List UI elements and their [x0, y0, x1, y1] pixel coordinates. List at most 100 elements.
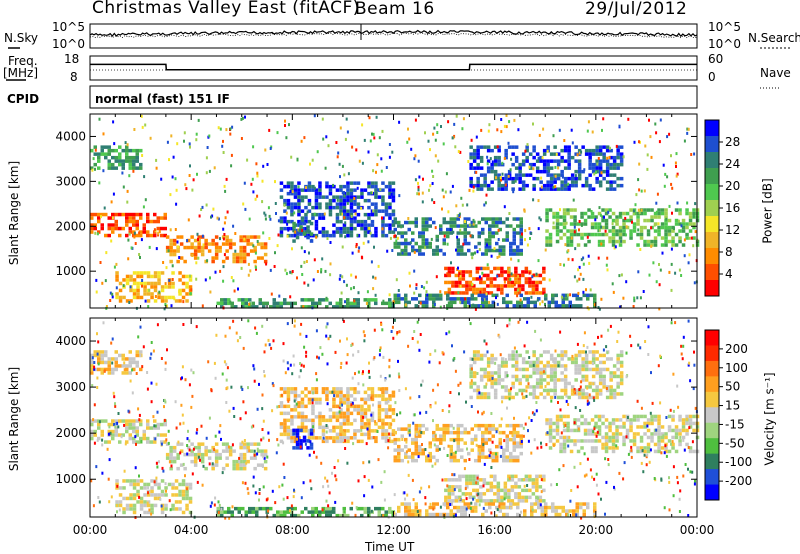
power-cell	[339, 198, 343, 203]
velocity-cell	[172, 459, 177, 464]
power-cell	[511, 152, 515, 156]
velocity-cell	[342, 415, 347, 419]
velocity-cell	[498, 437, 502, 442]
power-cell	[135, 148, 139, 153]
power-speckle	[654, 122, 657, 126]
velocity-cell	[165, 442, 170, 446]
power-cell	[314, 198, 319, 203]
power-cell	[572, 293, 576, 298]
velocity-cell	[531, 481, 536, 486]
velocity-cell	[488, 427, 492, 431]
power-cell	[239, 235, 243, 239]
velocity-speckle	[586, 399, 589, 403]
power-cell	[93, 152, 97, 156]
velocity-cell	[498, 509, 502, 513]
velocity-cell	[451, 492, 455, 496]
velocity-cell	[540, 509, 544, 513]
velocity-cell	[479, 392, 484, 396]
velocity-cell	[636, 446, 640, 450]
power-cell	[519, 224, 523, 228]
power-cell	[609, 162, 613, 167]
power-cell	[484, 245, 488, 249]
velocity-cell	[311, 510, 315, 514]
power-cell	[483, 180, 487, 184]
power-cell	[400, 297, 404, 301]
power-cell	[509, 245, 513, 249]
power-cell	[335, 205, 340, 210]
velocity-cell	[128, 436, 132, 441]
velocity-speckle	[523, 478, 526, 481]
power-speckle	[312, 278, 315, 282]
velocity-cell	[498, 423, 502, 428]
power-speckle	[480, 305, 483, 308]
power-cell	[551, 297, 555, 301]
power-speckle	[350, 287, 353, 291]
power-cell	[115, 295, 119, 300]
velocity-cell	[650, 439, 654, 443]
power-cell	[460, 248, 464, 253]
power-speckle	[555, 152, 558, 156]
velocity-cell	[507, 499, 511, 503]
power-speckle	[418, 192, 420, 196]
power-cell	[489, 284, 494, 288]
velocity-speckle	[184, 474, 186, 478]
power-cell	[214, 252, 219, 257]
velocity-cell	[295, 439, 300, 443]
velocity-cell	[404, 437, 408, 442]
velocity-cell	[604, 432, 609, 436]
power-cell	[484, 300, 488, 305]
power-cell	[185, 274, 189, 279]
power-speckle	[111, 216, 114, 220]
velocity-cell	[381, 506, 385, 511]
velocity-cell	[524, 488, 529, 493]
power-cell	[556, 176, 561, 181]
power-cell	[128, 162, 132, 167]
velocity-cell	[530, 505, 534, 510]
velocity-speckle	[564, 424, 567, 427]
power-cell	[595, 159, 599, 163]
velocity-cell	[563, 388, 568, 393]
velocity-cell	[178, 507, 182, 511]
velocity-cell	[510, 474, 515, 479]
velocity-cell	[562, 428, 567, 433]
velocity-cell	[181, 493, 186, 497]
velocity-cell	[483, 385, 487, 389]
velocity-cell	[488, 423, 492, 428]
power-speckle	[486, 155, 489, 159]
power-cell	[248, 305, 252, 309]
power-speckle	[289, 270, 292, 274]
velocity-cell	[447, 495, 452, 500]
velocity-cell	[207, 449, 212, 453]
power-cell	[479, 159, 484, 163]
power-cell	[612, 180, 617, 184]
velocity-speckle	[429, 502, 432, 506]
power-cell	[588, 155, 592, 160]
velocity-speckle	[256, 407, 259, 411]
velocity-cell	[283, 432, 287, 437]
power-cell	[425, 238, 429, 242]
power-cell	[97, 216, 101, 220]
velocity-cell	[435, 448, 439, 452]
power-cell	[356, 212, 361, 217]
power-cell	[97, 155, 101, 160]
power-speckle	[201, 304, 204, 308]
velocity-cell	[619, 392, 624, 396]
velocity-cell	[286, 404, 291, 409]
velocity-cell	[519, 444, 523, 449]
power-cell	[374, 202, 378, 206]
velocity-cell	[111, 422, 115, 427]
power-cell	[139, 295, 144, 300]
power-cell	[404, 231, 408, 235]
power-cell	[468, 270, 473, 274]
power-cell	[111, 212, 115, 217]
power-cell	[601, 218, 605, 223]
power-cell	[477, 293, 481, 298]
velocity-cell	[128, 350, 132, 354]
power-cell	[456, 297, 460, 301]
power-cell	[503, 284, 508, 288]
velocity-cell	[604, 418, 609, 422]
velocity-cell	[283, 422, 287, 426]
power-cell	[295, 232, 300, 236]
velocity-cell	[597, 439, 602, 443]
velocity-cell	[356, 506, 360, 511]
